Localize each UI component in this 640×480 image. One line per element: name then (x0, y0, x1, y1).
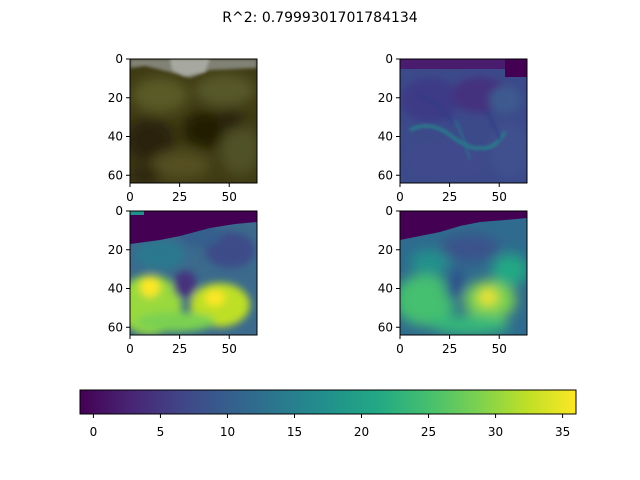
y-tick-label: 60 (108, 320, 123, 334)
scalar-map-4-raster (400, 211, 527, 335)
panel-2-frame (399, 58, 528, 184)
x-tick-label: 50 (222, 190, 237, 204)
y-tick-label: 60 (378, 168, 393, 182)
colorbar-tick-label: 25 (421, 425, 436, 439)
panel-4-axes: 0 25 50 0 20 40 60 (378, 204, 507, 356)
x-tick-label: 25 (172, 342, 187, 356)
y-tick-label: 60 (378, 320, 393, 334)
x-tick-label: 0 (126, 190, 134, 204)
x-tick-label: 50 (492, 190, 507, 204)
colorbar: 0 5 10 15 20 25 30 35 (79, 389, 577, 439)
panel-4-frame (399, 210, 528, 336)
panel-3-frame (129, 210, 258, 336)
y-tick-label: 40 (378, 130, 393, 144)
y-tick-label: 20 (108, 243, 123, 257)
y-tick-label: 20 (378, 91, 393, 105)
panel-scalar-map-4: 0 25 50 0 20 40 60 (378, 204, 528, 356)
panel-2-axes: 0 25 50 0 20 40 60 (378, 52, 507, 204)
y-tick-label: 0 (385, 52, 393, 66)
x-tick-label: 25 (172, 190, 187, 204)
y-tick-label: 60 (108, 168, 123, 182)
panel-rgb-image: 0 25 50 0 20 40 60 (108, 52, 258, 204)
x-tick-label: 50 (222, 342, 237, 356)
panel-scalar-map-2: 0 25 50 0 20 40 60 (378, 52, 528, 204)
y-tick-label: 40 (378, 282, 393, 296)
colorbar-ticks: 0 5 10 15 20 25 30 35 (90, 414, 570, 439)
colorbar-tick-label: 30 (488, 425, 503, 439)
y-tick-label: 20 (108, 91, 123, 105)
y-tick-label: 40 (108, 282, 123, 296)
y-tick-label: 0 (115, 204, 123, 218)
y-tick-label: 0 (385, 204, 393, 218)
colorbar-gradient (80, 390, 576, 414)
colorbar-tick-label: 0 (90, 425, 98, 439)
panel-1-frame (129, 58, 258, 184)
x-tick-label: 50 (492, 342, 507, 356)
scalar-map-3-raster (130, 211, 257, 335)
y-tick-label: 0 (115, 52, 123, 66)
scalar-map-2-raster (400, 59, 527, 183)
panel-1-axes: 0 25 50 0 20 40 60 (108, 52, 237, 204)
colorbar-tick-label: 10 (220, 425, 235, 439)
x-tick-label: 25 (442, 342, 457, 356)
x-tick-label: 0 (396, 190, 404, 204)
colorbar-tick-label: 5 (157, 425, 165, 439)
panel-scalar-map-3: 0 25 50 0 20 40 60 (108, 204, 258, 356)
figure-title: R^2: 0.7999301701784134 (222, 10, 417, 26)
x-tick-label: 0 (396, 342, 404, 356)
colorbar-tick-label: 35 (555, 425, 570, 439)
y-tick-label: 40 (108, 130, 123, 144)
colorbar-tick-label: 20 (354, 425, 369, 439)
y-tick-label: 20 (378, 243, 393, 257)
colorbar-frame (79, 389, 577, 415)
colorbar-tick-label: 15 (287, 425, 302, 439)
rgb-image-raster (130, 59, 257, 183)
x-tick-label: 25 (442, 190, 457, 204)
panel-3-axes: 0 25 50 0 20 40 60 (108, 204, 237, 356)
x-tick-label: 0 (126, 342, 134, 356)
